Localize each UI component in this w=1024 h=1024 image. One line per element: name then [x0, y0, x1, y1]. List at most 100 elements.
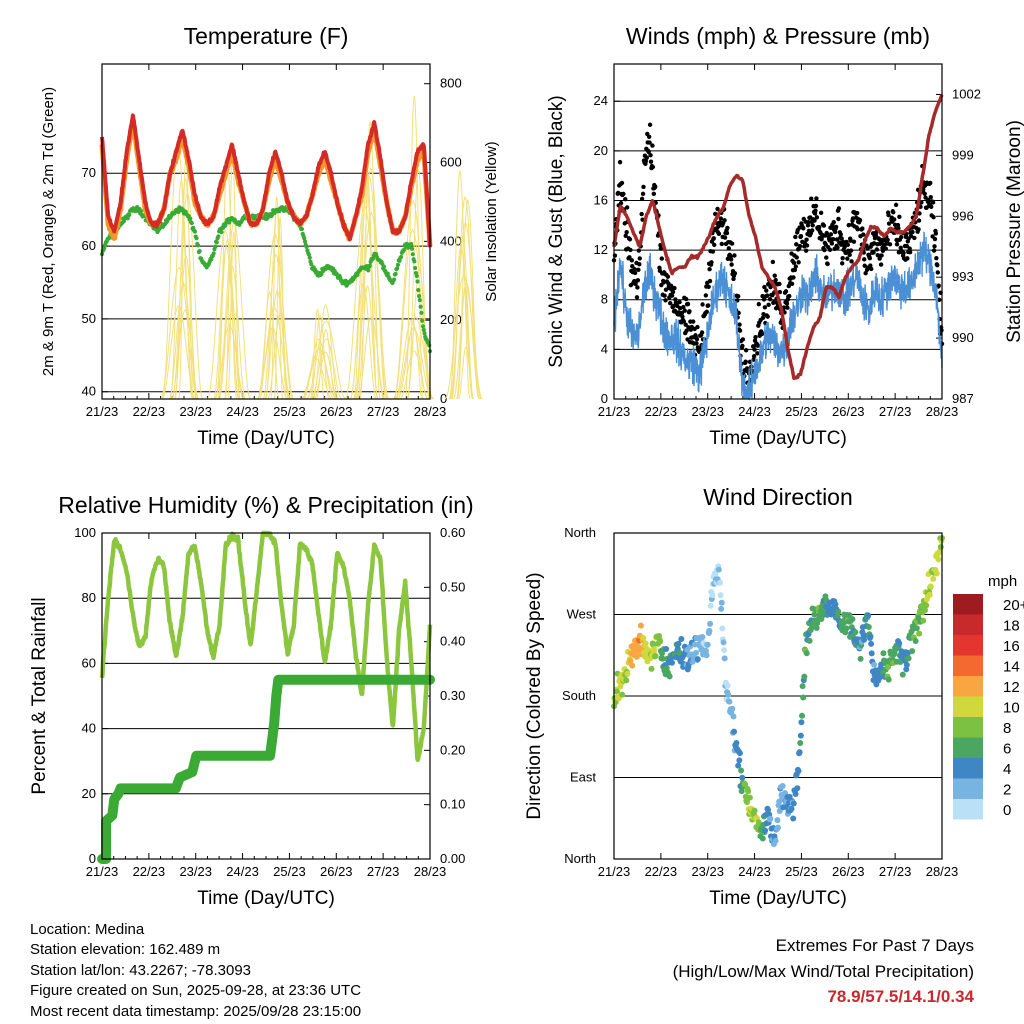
gust-point	[861, 232, 866, 237]
gust-point	[810, 223, 815, 228]
gust-point	[743, 348, 749, 353]
gust-point	[665, 274, 671, 279]
gust-point	[659, 256, 664, 261]
dewpoint-point	[211, 251, 216, 256]
direction-point	[627, 658, 634, 665]
gust-point	[635, 278, 641, 283]
dewpoint-point	[395, 262, 401, 267]
solar-insolation-line	[267, 310, 295, 400]
solar-insolation-line	[215, 238, 240, 400]
direction-point	[936, 548, 943, 555]
gust-point	[765, 293, 770, 298]
direction-point	[715, 566, 722, 573]
y-tick-label: 24	[594, 93, 608, 108]
gust-point	[931, 248, 937, 253]
gust-point	[821, 223, 827, 228]
gust-point	[848, 248, 854, 253]
x-tick-label: 24/23	[738, 404, 771, 419]
x-tick-label: 23/23	[691, 864, 724, 879]
plot-frame	[101, 532, 431, 860]
gust-point	[851, 239, 857, 244]
gust-point	[624, 205, 630, 210]
gust-point	[936, 283, 941, 288]
gust-point	[935, 262, 940, 268]
direction-point	[903, 661, 910, 668]
y-tick-label: West	[567, 607, 597, 622]
legend-swatch	[953, 696, 983, 717]
gust-point	[677, 299, 682, 305]
x-tick-label: 25/23	[785, 864, 818, 879]
gust-point	[804, 243, 810, 248]
x-tick-label: 22/23	[645, 864, 678, 879]
gust-point	[868, 263, 873, 268]
direction-point	[676, 649, 683, 656]
right-tick-label: 800	[440, 76, 462, 91]
dewpoint-point	[416, 288, 421, 293]
gust-point	[869, 266, 874, 272]
direction-point	[717, 579, 724, 586]
dewpoint-point	[427, 343, 432, 348]
gust-point	[735, 294, 741, 299]
gust-point	[928, 195, 933, 200]
gust-point	[640, 191, 646, 197]
gust-point	[728, 257, 734, 262]
direction-point	[640, 635, 647, 642]
y-tick-label: 4	[601, 341, 608, 356]
gust-point	[722, 218, 727, 223]
station-latlon: Station lat/lon: 43.2267; -78.3093	[30, 961, 252, 979]
gust-point	[751, 357, 756, 362]
gust-point	[726, 246, 731, 251]
direction-point	[759, 835, 766, 842]
direction-point	[730, 713, 737, 720]
gust-point	[850, 216, 856, 221]
gust-point	[806, 219, 811, 225]
direction-point	[633, 653, 640, 660]
gust-point	[831, 237, 836, 242]
direction-point	[745, 788, 752, 795]
gust-point	[845, 256, 850, 261]
gust-point	[699, 330, 705, 335]
gust-point	[812, 218, 817, 223]
y-tick-label: North	[564, 525, 596, 540]
x-tick-label: 28/23	[926, 404, 959, 419]
right-tick-label: 0.60	[440, 525, 465, 540]
legend-label: 16	[1003, 638, 1020, 655]
gust-point	[897, 214, 902, 220]
dewpoint-point	[367, 263, 372, 268]
dewpoint-point	[366, 268, 371, 273]
x-tick-label: 22/23	[133, 864, 166, 879]
dewpoint-point	[381, 264, 387, 269]
gust-point	[669, 293, 675, 298]
direction-point	[675, 640, 682, 647]
right-tick-label: 999	[952, 147, 974, 162]
gust-point	[814, 215, 820, 220]
x-tick-label: 27/23	[879, 404, 912, 419]
gust-point	[759, 331, 765, 337]
dewpoint-point	[307, 255, 312, 260]
legend-label: 0	[1003, 802, 1011, 819]
right-tick-label: 996	[952, 208, 974, 223]
gust-point	[871, 250, 876, 255]
x-tick-label: 27/23	[879, 864, 912, 879]
direction-point	[865, 624, 872, 631]
gust-point	[646, 149, 651, 155]
solar-insolation-line	[395, 327, 433, 400]
gust-point	[862, 263, 867, 268]
gust-point	[639, 211, 644, 217]
direction-point	[663, 645, 670, 652]
dewpoint-point	[216, 234, 221, 239]
gust-point	[791, 275, 796, 280]
direction-point	[648, 665, 655, 672]
gust-point	[706, 284, 711, 289]
gust-point	[794, 242, 799, 247]
gust-point	[847, 252, 852, 258]
legend-swatch	[953, 799, 983, 820]
legend-swatch	[953, 737, 983, 758]
gust-point	[916, 218, 922, 223]
gust-point	[895, 222, 901, 228]
legend-title: mph	[988, 573, 1017, 590]
direction-point	[738, 788, 745, 795]
gust-point	[893, 202, 899, 208]
gust-point	[901, 250, 906, 256]
gust-point	[694, 341, 699, 346]
